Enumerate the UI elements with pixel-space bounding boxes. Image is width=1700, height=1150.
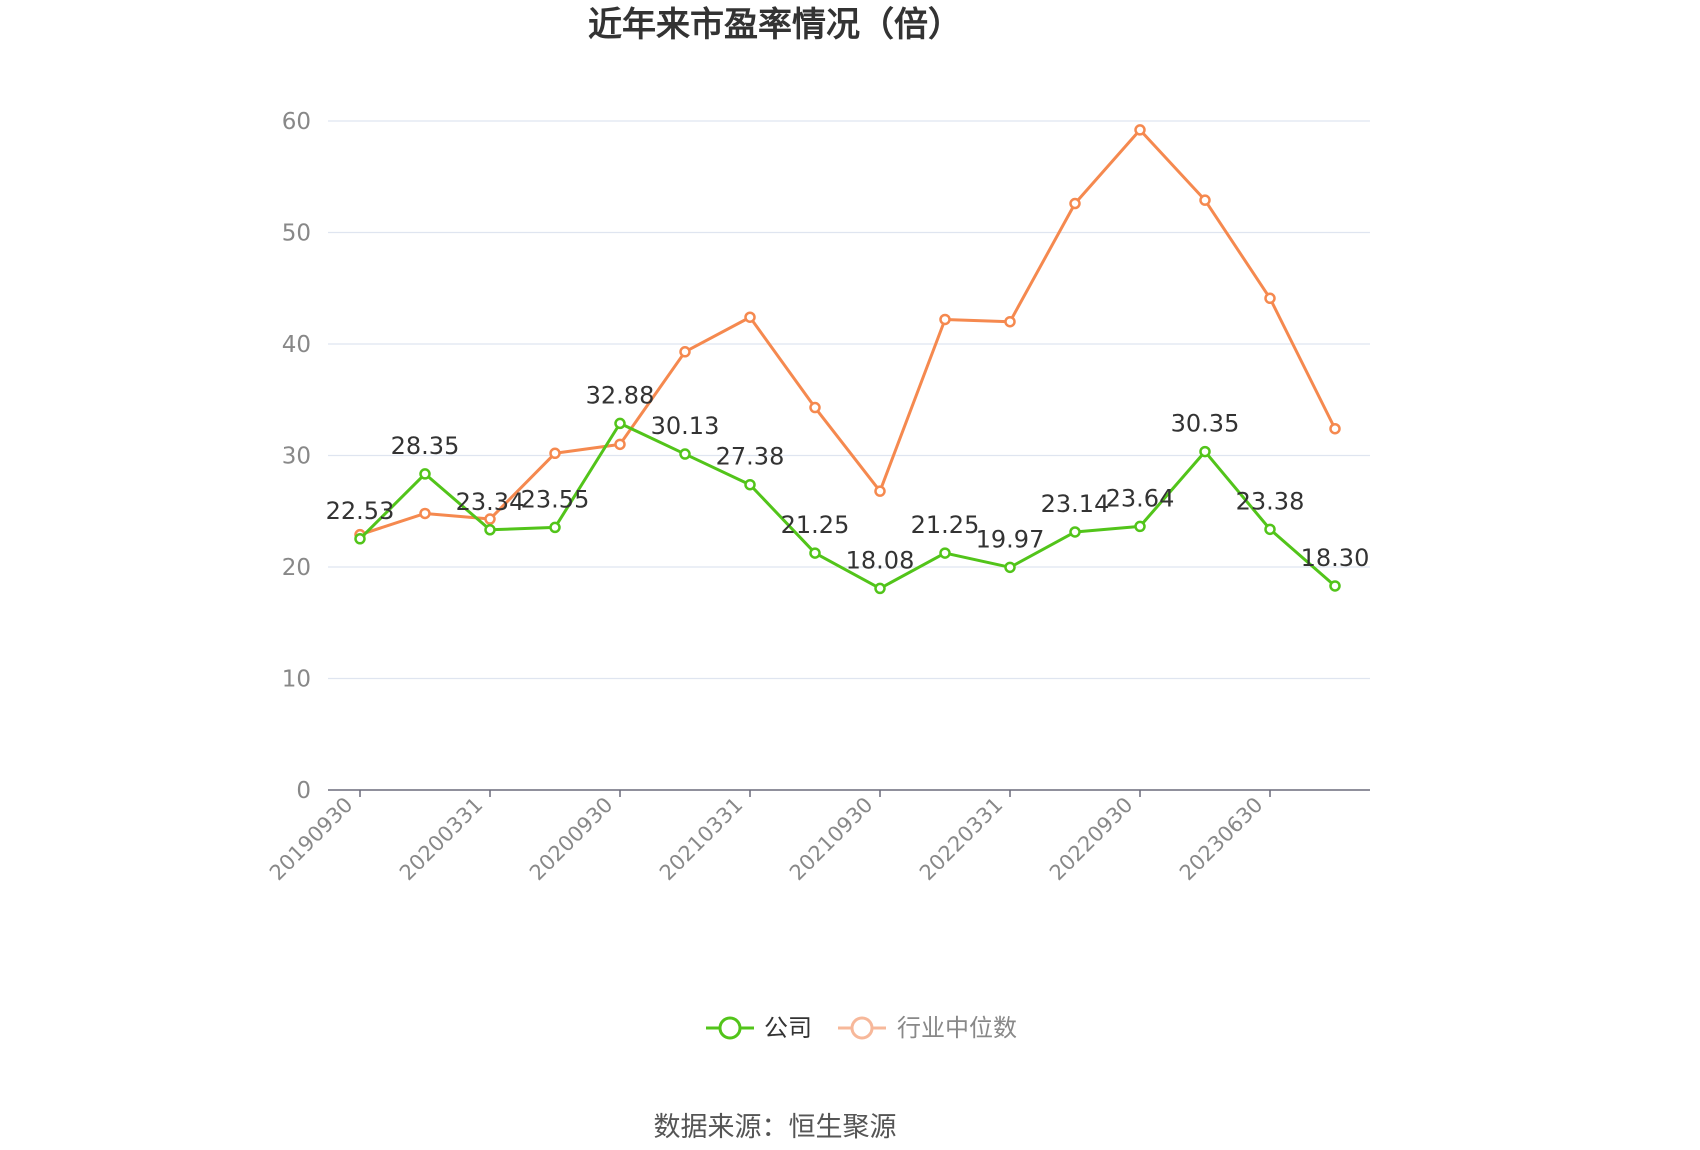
company-data-label: 30.13	[651, 412, 720, 440]
company-point[interactable]	[354, 533, 366, 545]
industry-point[interactable]	[1069, 197, 1081, 210]
company-point[interactable]	[1134, 520, 1146, 533]
y-tick-label: 40	[282, 332, 311, 358]
industry-point[interactable]	[939, 313, 951, 326]
company-data-label: 19.97	[976, 525, 1045, 553]
industry-point[interactable]	[679, 346, 691, 358]
company-data-label: 27.38	[716, 443, 785, 471]
company-point[interactable]	[809, 547, 821, 559]
company-point[interactable]	[1004, 561, 1016, 574]
y-tick-label: 60	[282, 109, 311, 135]
industry-line	[359, 128, 1337, 537]
company-data-label: 18.30	[1301, 544, 1370, 572]
industry-point[interactable]	[484, 513, 496, 525]
company-data-label: 23.38	[1236, 487, 1305, 515]
x-tick-label: 20210331	[655, 793, 748, 886]
industry-point[interactable]	[419, 507, 431, 520]
industry-point[interactable]	[1004, 315, 1016, 328]
company-data-label: 23.64	[1106, 484, 1175, 512]
industry-point[interactable]	[809, 401, 821, 414]
company-data-label: 23.55	[521, 485, 590, 513]
grid	[328, 120, 1370, 680]
legend-industry-label: 行业中位数	[897, 1014, 1017, 1042]
legend: 公司 行业中位数	[706, 1014, 1017, 1042]
legend-item-industry[interactable]: 行业中位数	[838, 1014, 1017, 1042]
company-point[interactable]	[744, 478, 756, 491]
legend-item-company[interactable]: 公司	[706, 1014, 812, 1042]
industry-point[interactable]	[1199, 194, 1211, 206]
legend-company-marker	[718, 1016, 742, 1040]
legend-company-label: 公司	[764, 1014, 812, 1042]
company-data-label: 23.34	[456, 488, 525, 516]
company-point[interactable]	[419, 468, 431, 480]
industry-point[interactable]	[549, 447, 561, 460]
company-point[interactable]	[549, 521, 561, 534]
company-point[interactable]	[1069, 526, 1081, 538]
industry-point[interactable]	[744, 311, 756, 323]
x-tick-label: 20220331	[915, 793, 1008, 886]
series	[354, 124, 1341, 595]
company-data-label: 28.35	[391, 432, 460, 460]
industry-point[interactable]	[1329, 422, 1341, 435]
x-tick-label: 20220930	[1045, 793, 1138, 886]
y-tick-label: 20	[282, 555, 311, 581]
axes: 0 10 20 30 40 50 60 20190930 20200331 20200930 202…	[265, 109, 1370, 885]
x-tick-label: 20210930	[785, 793, 878, 886]
x-tick-label: 20230630	[1175, 793, 1268, 886]
industry-point[interactable]	[614, 438, 626, 451]
data-source: 数据来源：恒生聚源	[654, 1112, 897, 1143]
y-tick-label: 30	[282, 444, 311, 470]
company-data-label: 22.53	[326, 497, 395, 525]
company-point[interactable]	[874, 582, 886, 595]
legend-industry-marker	[850, 1016, 874, 1040]
company-line	[358, 421, 1336, 590]
industry-point[interactable]	[1134, 124, 1146, 136]
company-data-label: 18.08	[846, 546, 915, 574]
company-point[interactable]	[1264, 523, 1276, 536]
industry-point[interactable]	[874, 485, 886, 497]
y-tick-label: 0	[296, 778, 311, 804]
company-data-label: 32.88	[586, 381, 655, 409]
x-tick-label: 20200331	[395, 793, 488, 886]
company-data-label: 21.25	[911, 511, 980, 539]
y-tick-label: 10	[282, 667, 311, 693]
company-point[interactable]	[939, 547, 951, 559]
x-tick-label: 20190930	[265, 793, 358, 886]
company-data-label: 23.14	[1041, 490, 1110, 518]
company-point[interactable]	[679, 448, 691, 460]
y-tick-label: 50	[282, 221, 311, 247]
company-point[interactable]	[484, 524, 496, 536]
chart-title: 近年来市盈率情况（倍）	[588, 5, 962, 45]
company-point[interactable]	[1329, 580, 1341, 592]
industry-point[interactable]	[1264, 292, 1276, 305]
company-data-label: 21.25	[781, 511, 850, 539]
company-data-label: 30.35	[1171, 410, 1240, 438]
company-point[interactable]	[614, 417, 626, 430]
company-point[interactable]	[1199, 445, 1211, 458]
x-tick-label: 20200930	[525, 793, 618, 886]
